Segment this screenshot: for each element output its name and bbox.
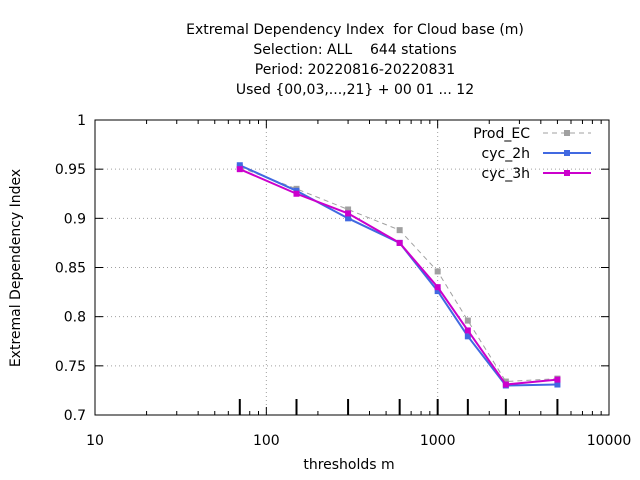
data-point bbox=[434, 284, 441, 291]
data-point bbox=[396, 227, 403, 234]
data-point bbox=[236, 162, 243, 169]
data-point bbox=[236, 166, 243, 173]
data-point bbox=[345, 215, 352, 222]
data-point bbox=[293, 190, 300, 197]
data-point bbox=[464, 333, 471, 340]
x-tick-label: 10000 bbox=[587, 433, 632, 449]
data-point bbox=[464, 317, 471, 324]
data-point bbox=[396, 239, 403, 246]
title-line-3: Period: 20220816-20220831 bbox=[254, 62, 456, 78]
legend-label: Prod_EC bbox=[473, 126, 530, 142]
data-point bbox=[434, 268, 441, 275]
legend-label: cyc_2h bbox=[482, 146, 530, 162]
x-axis-label: thresholds m bbox=[303, 457, 395, 473]
data-point bbox=[345, 210, 352, 217]
y-tick-label: 0.75 bbox=[55, 359, 86, 375]
data-point bbox=[554, 376, 561, 383]
legend-label: cyc_3h bbox=[482, 166, 530, 182]
title-line-4: Used {00,03,...,21} + 00 01 ... 12 bbox=[235, 82, 475, 98]
data-point bbox=[554, 381, 561, 388]
data-point bbox=[502, 381, 509, 388]
title-line-2: Selection: ALL 644 stations bbox=[253, 42, 457, 58]
title-line-1: Extremal Dependency Index for Cloud base… bbox=[186, 22, 524, 38]
legend-marker bbox=[564, 170, 570, 176]
series-line-Prod_EC bbox=[239, 166, 558, 383]
series-line-cyc_3h bbox=[239, 168, 558, 386]
y-tick-label: 0.7 bbox=[64, 408, 86, 424]
legend-marker bbox=[564, 130, 570, 136]
x-tick-label: 1000 bbox=[420, 433, 456, 449]
x-tick-label: 100 bbox=[253, 433, 280, 449]
data-point bbox=[434, 288, 441, 295]
y-tick-label: 1 bbox=[77, 113, 86, 129]
data-point bbox=[464, 327, 471, 334]
x-tick-label: 10 bbox=[86, 433, 104, 449]
y-tick-label: 0.9 bbox=[64, 211, 86, 227]
legend-marker bbox=[564, 150, 570, 156]
y-tick-label: 0.95 bbox=[55, 162, 86, 178]
y-tick-label: 0.85 bbox=[55, 261, 86, 277]
y-axis-label: Extremal Dependency Index bbox=[8, 168, 24, 368]
series-line-cyc_2h bbox=[239, 164, 558, 387]
y-tick-label: 0.8 bbox=[64, 310, 86, 326]
data-point bbox=[345, 206, 352, 213]
